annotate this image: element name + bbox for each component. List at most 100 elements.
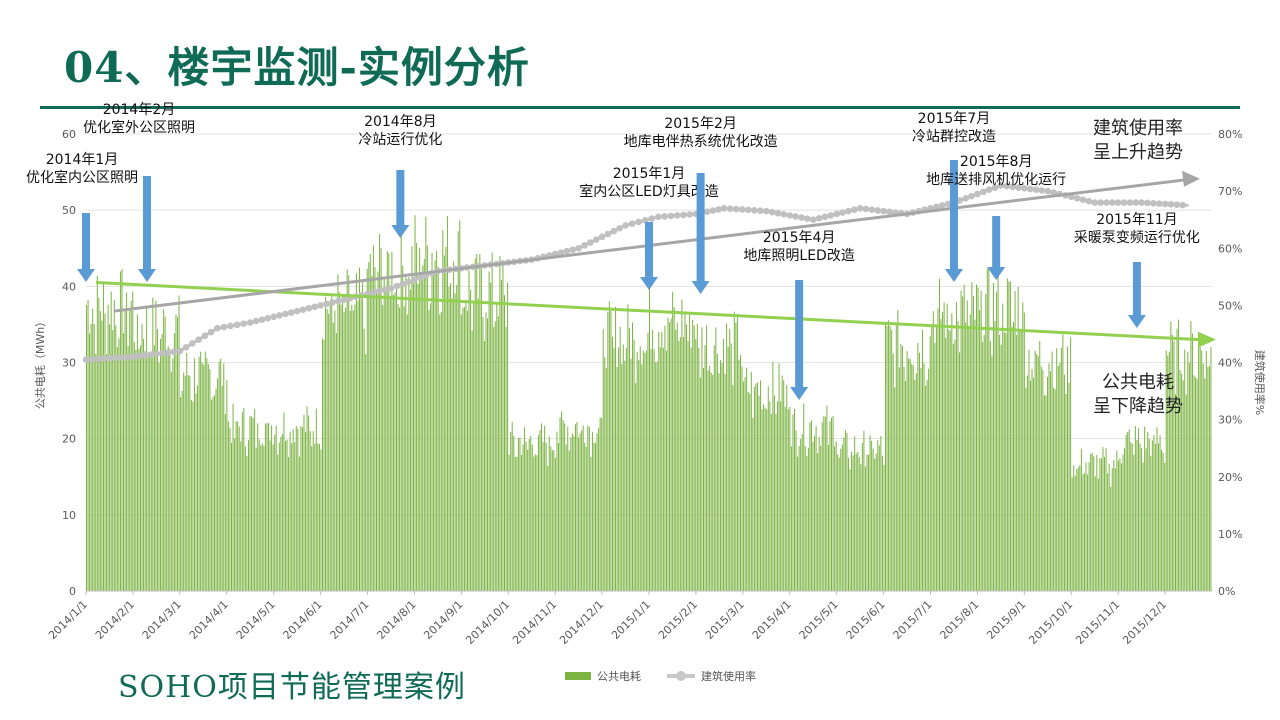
bar bbox=[477, 298, 479, 591]
y2-axis-label: 建筑使用率% bbox=[1253, 350, 1267, 415]
x-tick-label: 2014/2/1 bbox=[93, 598, 137, 642]
bar bbox=[721, 363, 723, 591]
bar bbox=[602, 329, 604, 591]
bar bbox=[1026, 375, 1028, 591]
x-tick-label: 2014/1/1 bbox=[46, 598, 90, 642]
bar bbox=[750, 371, 752, 591]
bar bbox=[204, 351, 206, 591]
occupancy-marker bbox=[1021, 184, 1028, 192]
occupancy-marker bbox=[370, 289, 377, 296]
bar bbox=[627, 304, 629, 591]
occupancy-marker bbox=[732, 205, 740, 213]
occupancy-marker bbox=[195, 336, 202, 343]
bar bbox=[1205, 350, 1207, 591]
bar bbox=[582, 425, 584, 591]
bar bbox=[695, 339, 697, 591]
bar bbox=[473, 301, 475, 591]
occupancy-marker bbox=[635, 218, 642, 226]
bar bbox=[976, 284, 978, 591]
bar bbox=[786, 384, 788, 591]
occupancy-marker bbox=[880, 207, 887, 215]
bar bbox=[624, 360, 626, 591]
bar bbox=[918, 352, 920, 591]
bar bbox=[127, 346, 129, 591]
bar bbox=[181, 390, 183, 591]
x-tick-label: 2014/7/1 bbox=[327, 598, 371, 642]
bar bbox=[1185, 394, 1187, 591]
occupancy-marker bbox=[1003, 182, 1011, 190]
bar bbox=[775, 414, 777, 591]
bar bbox=[471, 330, 473, 591]
occupancy-marker bbox=[176, 347, 184, 355]
bar bbox=[1170, 321, 1172, 591]
bar bbox=[986, 268, 988, 591]
bar bbox=[539, 430, 541, 591]
occupancy-marker bbox=[655, 213, 662, 221]
bar bbox=[323, 339, 325, 591]
bar bbox=[544, 425, 546, 591]
bar bbox=[571, 433, 573, 591]
annotation-label: 2015年11月 bbox=[1096, 212, 1177, 228]
bar bbox=[1190, 321, 1192, 591]
bar bbox=[141, 323, 143, 591]
occupancy-marker bbox=[974, 190, 981, 198]
bar bbox=[649, 287, 650, 591]
bar bbox=[217, 378, 219, 591]
occupancy-marker bbox=[207, 328, 215, 336]
occupancy-marker bbox=[815, 214, 823, 222]
occupancy-marker bbox=[1050, 189, 1057, 196]
bar bbox=[689, 314, 691, 591]
bar bbox=[696, 323, 698, 591]
bar bbox=[1198, 342, 1200, 591]
bar bbox=[866, 454, 868, 591]
bar bbox=[1148, 438, 1150, 591]
bar bbox=[1083, 473, 1085, 591]
bar bbox=[598, 428, 600, 591]
bar bbox=[795, 430, 797, 591]
bar bbox=[1046, 376, 1048, 591]
bar bbox=[736, 314, 738, 591]
bar bbox=[476, 253, 478, 592]
annotation-label: 2014年2月 bbox=[103, 102, 176, 118]
bar bbox=[474, 258, 476, 591]
annotation-label: 地库电伴热系统优化改造 bbox=[624, 134, 778, 150]
bar bbox=[777, 401, 779, 591]
bar bbox=[184, 375, 186, 591]
bar bbox=[772, 361, 774, 591]
bar bbox=[175, 314, 177, 591]
bar bbox=[355, 273, 357, 591]
bar bbox=[362, 279, 364, 591]
bar bbox=[733, 311, 735, 591]
bar bbox=[212, 397, 214, 591]
bar bbox=[1022, 302, 1024, 591]
bar bbox=[675, 329, 677, 591]
bar bbox=[298, 456, 300, 591]
x-tick-label: 2014/3/1 bbox=[140, 598, 184, 642]
occupancy-marker bbox=[1138, 199, 1145, 206]
bar bbox=[218, 361, 220, 591]
bar bbox=[514, 456, 516, 591]
bar bbox=[173, 333, 175, 591]
bar bbox=[1033, 377, 1035, 591]
bar bbox=[359, 267, 361, 591]
bar bbox=[932, 311, 934, 591]
occupancy-marker bbox=[1155, 200, 1163, 207]
x-tick-label: 2014/4/1 bbox=[187, 598, 231, 642]
bar bbox=[508, 454, 510, 591]
occupancy-marker bbox=[1109, 199, 1116, 206]
bar bbox=[753, 386, 755, 591]
bar bbox=[451, 298, 453, 591]
bar bbox=[133, 342, 135, 591]
bar bbox=[764, 407, 766, 591]
bar bbox=[1182, 380, 1184, 591]
bar bbox=[227, 421, 229, 591]
bar bbox=[426, 245, 428, 591]
occupancy-marker bbox=[1167, 201, 1175, 208]
occupancy-marker bbox=[264, 314, 272, 322]
bar bbox=[402, 265, 404, 591]
bar bbox=[723, 338, 725, 591]
occupancy-marker bbox=[622, 222, 629, 229]
bar bbox=[559, 417, 561, 591]
bar bbox=[635, 383, 637, 591]
bar bbox=[1068, 382, 1070, 591]
